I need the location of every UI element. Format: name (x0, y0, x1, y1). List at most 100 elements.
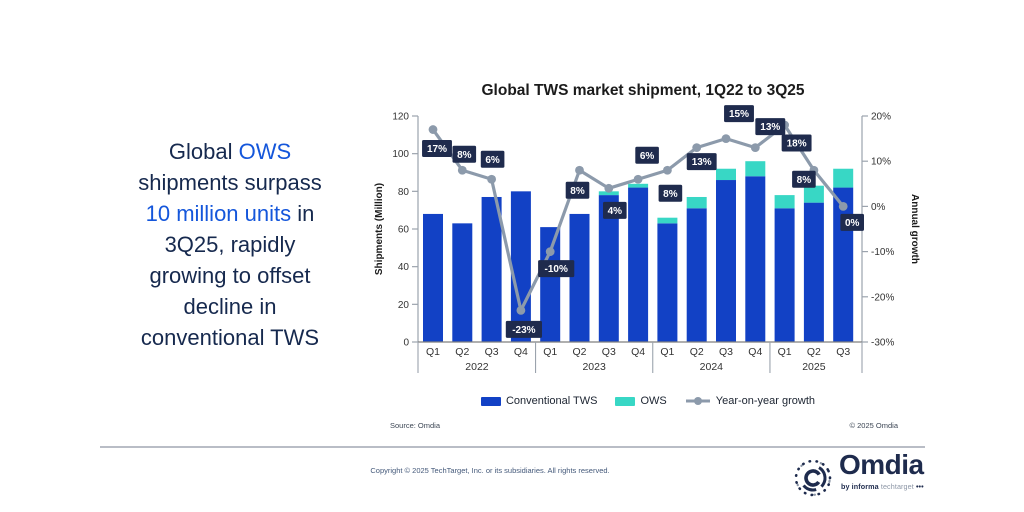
yoy-growth-label-box (781, 134, 812, 152)
quarter-label: Q1 (778, 346, 792, 358)
quarter-label: Q3 (836, 346, 850, 358)
headline-segment-blue: OWS (238, 139, 292, 164)
legend-item-growth: Year-on-year growth (685, 395, 815, 407)
chart-title: Global TWS market shipment, 1Q22 to 3Q25 (481, 82, 805, 99)
omdia-logo-icon (794, 459, 832, 497)
right-axis-tick-label: -30% (871, 338, 894, 349)
yoy-growth-label-box (603, 201, 627, 219)
yoy-growth-label: 8% (663, 189, 678, 200)
bar-ows (803, 185, 824, 203)
bar-conventional-tws (686, 208, 707, 342)
bar-conventional-tws (481, 196, 502, 342)
yoy-growth-label-box (792, 170, 816, 188)
quarter-label: Q3 (602, 346, 616, 358)
right-axis-tick-label: 20% (871, 112, 891, 123)
bar-conventional-tws (510, 191, 531, 342)
bar-conventional-tws (423, 213, 443, 342)
yoy-growth-label-box (755, 118, 786, 136)
headline-segment-navy: decline in (183, 294, 277, 319)
yoy-growth-point (604, 183, 614, 193)
chart-copyright-note: © 2025 Omdia (849, 421, 898, 430)
yoy-growth-label: 6% (640, 151, 655, 162)
footer-divider (100, 446, 925, 448)
quarter-label: Q2 (455, 346, 469, 358)
quarter-label: Q4 (631, 346, 645, 358)
yoy-growth-point (545, 247, 555, 256)
bar-ows (628, 183, 649, 188)
bar-conventional-tws (598, 195, 619, 342)
quarter-label: Q1 (426, 346, 440, 358)
yoy-growth-point (575, 165, 584, 175)
headline-segment-navy: growing to offset (149, 263, 311, 288)
source-note: Source: Omdia (390, 421, 441, 430)
bar-ows (833, 168, 854, 188)
quarter-label: Q4 (748, 346, 762, 358)
bar-conventional-tws (803, 202, 824, 342)
year-label: 2023 (582, 361, 606, 373)
yoy-growth-label-box (635, 146, 659, 164)
chart-legend: Conventional TWS OWS Year-on-year growth (368, 395, 928, 407)
yoy-growth-label-box (480, 150, 505, 168)
bar-conventional-tws (745, 176, 766, 342)
bar-ows (686, 196, 707, 209)
headline-segment-blue: 10 million units (145, 201, 292, 226)
headline-segment-navy: Global (168, 139, 239, 164)
left-axis-tick-label: 80 (398, 187, 410, 198)
yoy-growth-point (516, 305, 526, 315)
bar-conventional-tws (657, 223, 678, 342)
omdia-tagline: by informa techtarget ••• (841, 482, 924, 491)
headline-line: decline in (96, 291, 364, 322)
yoy-growth-point (750, 143, 760, 153)
yoy-growth-label-box (538, 260, 575, 278)
right-axis-tick-label: 0% (871, 202, 886, 213)
headline-line: shipments surpass (96, 167, 364, 198)
left-axis-tick-label: 40 (398, 262, 410, 273)
quarter-label: Q2 (807, 346, 821, 358)
yoy-growth-label-box (724, 105, 754, 123)
tagline-by-informa: by informa (841, 482, 879, 491)
quarter-label: Q3 (719, 346, 733, 358)
yoy-growth-label: 13% (692, 157, 712, 168)
left-axis-tick-label: 60 (398, 225, 410, 236)
yoy-growth-point (487, 174, 496, 184)
bar-ows (745, 161, 766, 177)
ows-swatch-icon (615, 396, 636, 406)
conventional-tws-swatch-icon (480, 396, 501, 406)
yoy-growth-point (663, 165, 672, 175)
year-label: 2024 (700, 361, 724, 373)
yoy-growth-label: 8% (457, 150, 472, 161)
yoy-growth-label: 13% (760, 122, 780, 133)
quarter-label: Q1 (660, 346, 674, 358)
yoy-growth-label-box (658, 184, 683, 202)
bar-conventional-tws (774, 208, 795, 342)
legend-item-ows: OWS (615, 395, 667, 407)
headline-segment-navy: 3Q25, rapidly (164, 232, 296, 257)
headline-line: Global OWS (96, 136, 364, 167)
bar-ows (657, 217, 678, 224)
yoy-growth-point (457, 165, 467, 175)
bar-conventional-tws (569, 213, 590, 342)
left-axis-tick-label: 0 (403, 338, 409, 349)
headline-line: 3Q25, rapidly (96, 229, 364, 260)
yoy-growth-label-box (686, 153, 717, 171)
yoy-growth-label: 17% (427, 144, 447, 155)
yoy-growth-label: 15% (729, 109, 749, 120)
headline-line: conventional TWS (96, 322, 364, 353)
left-axis-tick-label: 20 (398, 300, 410, 311)
yoy-growth-label: 0% (845, 218, 860, 229)
yoy-growth-label-box (422, 140, 452, 158)
yoy-growth-label-box (452, 145, 477, 163)
yoy-growth-label-box (565, 181, 590, 199)
yoy-growth-label: -23% (512, 325, 535, 336)
yoy-growth-label: 8% (797, 175, 812, 186)
yoy-growth-label: 8% (570, 186, 585, 197)
yoy-growth-label: -10% (545, 264, 568, 275)
legend-item-conventional-tws: Conventional TWS (480, 395, 597, 407)
growth-line-swatch-icon (685, 397, 710, 405)
left-axis-tick-label: 120 (392, 112, 409, 123)
bar-conventional-tws (452, 223, 473, 342)
bar-ows (716, 168, 736, 181)
quarter-label: Q2 (572, 346, 586, 358)
yoy-growth-label-box (505, 320, 542, 338)
yoy-growth-label: 4% (608, 206, 623, 217)
